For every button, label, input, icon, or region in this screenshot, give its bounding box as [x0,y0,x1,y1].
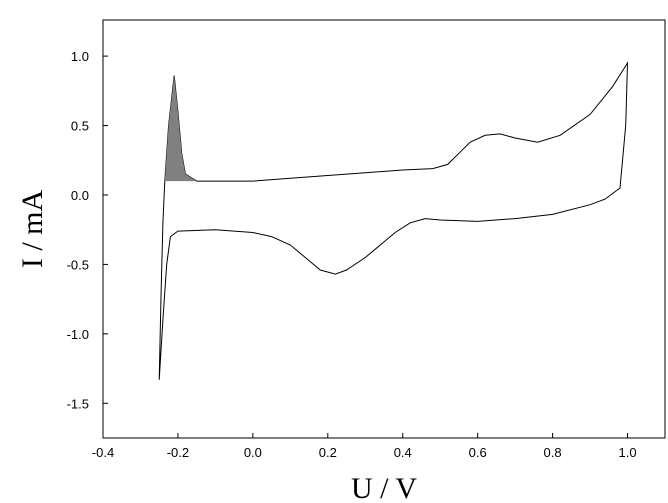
x-tick-label: 0.8 [544,445,562,460]
y-tick-label: -0.5 [67,257,89,272]
curve [158,61,629,380]
x-tick-label: 0.6 [469,445,487,460]
y-tick-label: -1.0 [67,327,89,342]
x-tick-label: 0.0 [244,445,262,460]
plot-frame [102,19,666,439]
x-tick-label: 1.0 [618,445,636,460]
x-tick-label: 0.2 [319,445,337,460]
y-tick-label: 0.5 [71,119,89,134]
x-tick-label: 0.4 [394,445,412,460]
y-tick-label: 0.0 [71,188,89,203]
area [164,75,197,182]
x-tick-label: -0.2 [167,445,189,460]
y-tick-label: -1.5 [67,396,89,411]
y-axis-label: I / mA [16,190,49,269]
y-tick-label: 1.0 [71,49,89,64]
x-tick-label: -0.4 [92,445,114,460]
x-axis-label: U / V [351,472,417,503]
